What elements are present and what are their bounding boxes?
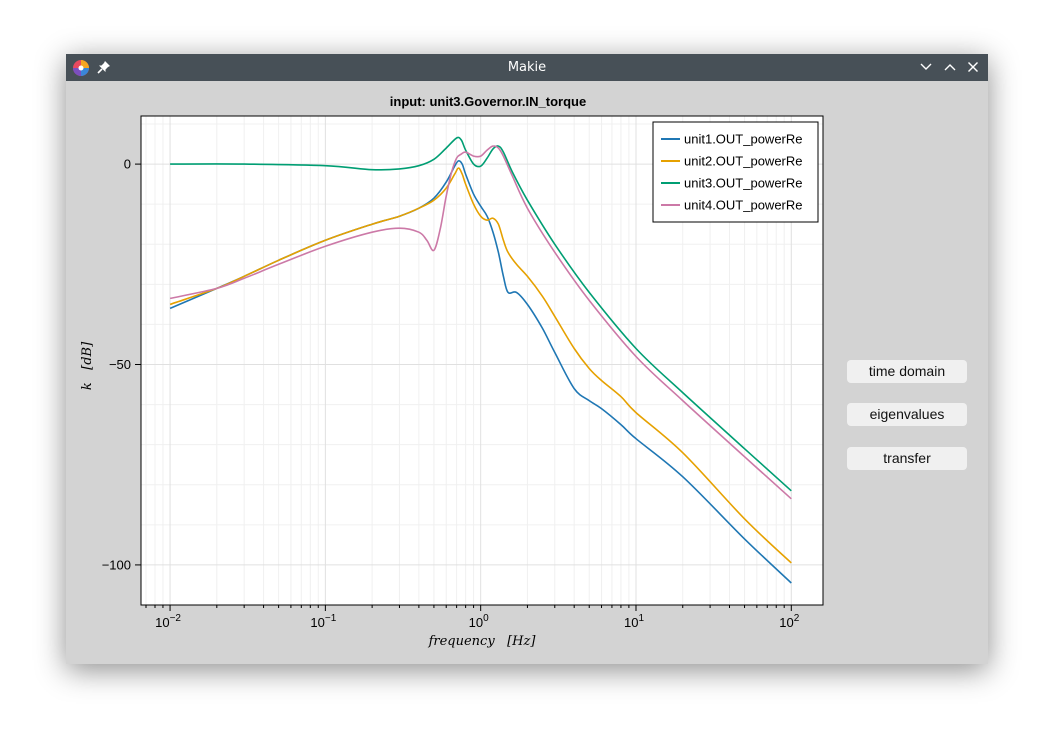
close-icon[interactable] [966,60,980,74]
series-lines [169,136,792,584]
legend-box [652,121,819,223]
series-line-unit2 [169,167,792,564]
y-tick-label: 0 [124,157,131,172]
makie-logo-icon [73,60,89,76]
legend: unit1.OUT_powerRe unit2.OUT_powerRe unit3.… [652,121,819,223]
plot-frame [140,115,824,606]
minimize-icon[interactable] [919,60,933,74]
pin-icon[interactable] [96,59,112,75]
x-tick-label: 100 [469,613,489,630]
bode-chart: input: unit3.Governor.IN_torque 10−2 10−1… [80,94,824,649]
y-tick-label: −100 [102,557,131,572]
window-title: Makie [507,60,547,75]
x-tick-label: 10−2 [155,613,181,630]
legend-entry: unit4.OUT_powerRe [684,198,803,213]
series-line-unit3 [170,136,792,492]
makie-window: Makie input: unit3.Governor.IN_torque 10… [66,54,988,664]
window-content: input: unit3.Governor.IN_torque 10−2 10−1… [66,81,988,664]
x-tick-label: 10−1 [310,613,336,630]
eigenvalues-button[interactable]: eigenvalues [847,403,967,426]
x-axis-label: frequency [Hz] [428,634,537,649]
maximize-icon[interactable] [943,60,957,74]
chart-title: input: unit3.Governor.IN_torque [390,94,586,109]
series-line-unit4 [169,145,792,500]
y-axis-label: k [dB] [80,341,95,390]
y-tick-label: −50 [109,357,131,372]
axes: 10−2 10−1 100 101 102 0 −50 −100 [102,157,800,630]
title-bar[interactable]: Makie [66,54,988,81]
x-tick-label: 101 [624,613,644,630]
x-tick-label: 102 [779,613,799,630]
legend-entry: unit2.OUT_powerRe [684,154,803,169]
legend-entry: unit3.OUT_powerRe [684,176,803,191]
time-domain-button[interactable]: time domain [847,360,967,383]
transfer-button[interactable]: transfer [847,447,967,470]
legend-entry: unit1.OUT_powerRe [684,132,803,147]
